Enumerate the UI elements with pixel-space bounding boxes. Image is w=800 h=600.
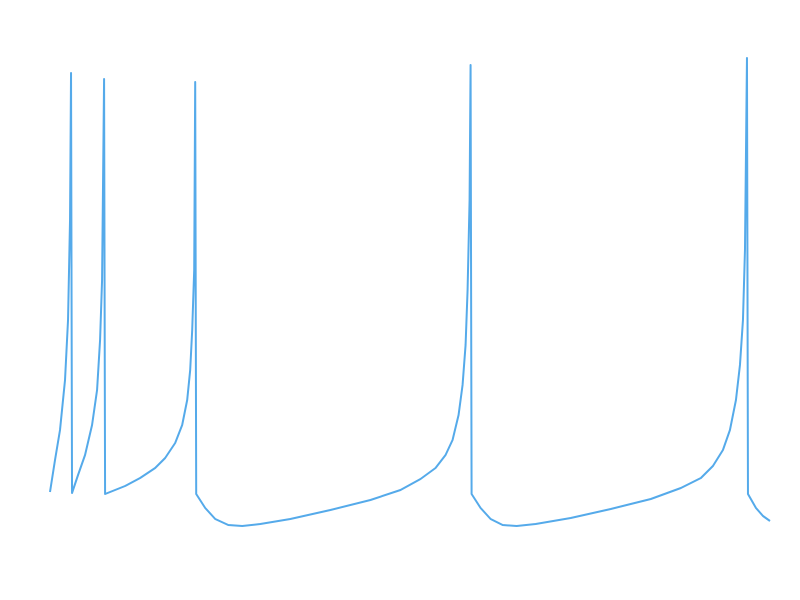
trace-line <box>49 57 771 527</box>
